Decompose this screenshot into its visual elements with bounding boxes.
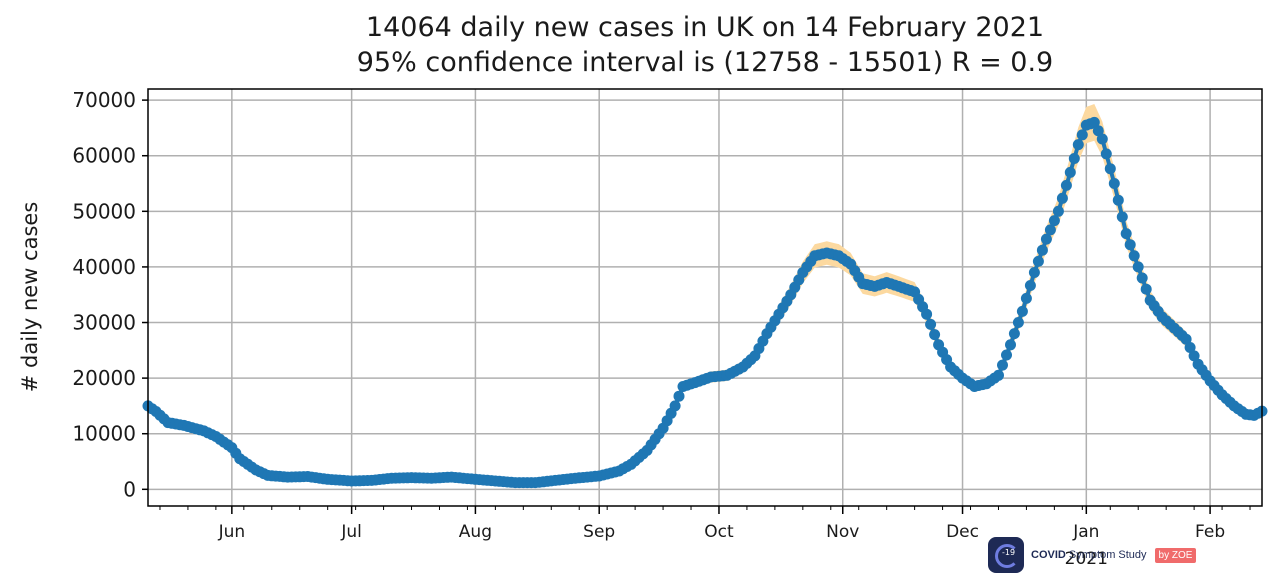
data-point — [997, 359, 1008, 371]
data-point — [1100, 148, 1112, 160]
data-point — [1044, 224, 1056, 236]
x-tick-label: Jun — [218, 522, 246, 542]
x-tick-label: Jul — [340, 522, 362, 542]
y-tick-label: 30000 — [72, 311, 136, 335]
plot-frame — [147, 88, 1263, 507]
x-tick-label: Sep — [583, 522, 615, 542]
data-point — [921, 308, 933, 320]
x-tick-label: Oct — [704, 522, 734, 542]
x-tick-label: Dec — [946, 522, 979, 542]
data-point — [929, 329, 941, 341]
x-tick-label: Aug — [459, 522, 492, 542]
data-point — [1005, 339, 1016, 351]
data-point — [1136, 272, 1148, 284]
data-point — [1068, 153, 1080, 164]
data-point — [1016, 305, 1028, 317]
y-tick-label: 60000 — [72, 144, 136, 168]
data-point — [1120, 228, 1132, 240]
data-point — [1012, 317, 1024, 328]
logo-text: COVID Symptom Study — [1031, 549, 1147, 561]
data-point — [1180, 333, 1192, 345]
chart-title-line2: 95% confidence interval is (12758 - 1550… — [356, 47, 1054, 78]
series-line — [146, 119, 1263, 485]
data-point — [1064, 166, 1076, 178]
x-tick-label: Jan — [1072, 522, 1099, 542]
data-point — [1008, 328, 1020, 340]
data-point — [1076, 129, 1088, 141]
data-point — [1040, 233, 1052, 245]
data-point — [1052, 205, 1064, 217]
logo-name: COVID — [1031, 549, 1066, 561]
data-point — [1108, 178, 1120, 189]
y-tick-label: 10000 — [72, 422, 136, 446]
covid-logo-icon: -19 — [988, 537, 1024, 573]
data-point — [1140, 283, 1152, 295]
data-point — [1184, 342, 1196, 353]
data-point — [1112, 194, 1124, 206]
y-tick-label: 70000 — [72, 88, 136, 112]
confidence-band — [148, 104, 1262, 483]
y-tick-label: 40000 — [72, 255, 136, 279]
x-tick-label: Feb — [1195, 522, 1225, 542]
y-tick-label: 0 — [123, 477, 136, 501]
covid-symptom-study-logo: -19 COVID Symptom Study by ZOE — [988, 536, 1197, 574]
y-tick-label: 50000 — [72, 199, 136, 223]
data-point — [1024, 280, 1036, 291]
data-point — [1020, 292, 1032, 304]
data-point — [925, 318, 937, 330]
data-point — [1001, 349, 1012, 361]
logo-badge-text: -19 — [1002, 548, 1016, 557]
data-point — [1092, 125, 1104, 137]
data-point — [1116, 211, 1128, 223]
data-point — [1048, 215, 1060, 227]
data-point — [669, 400, 681, 412]
data-point — [1132, 261, 1144, 273]
data-point — [1060, 179, 1072, 191]
logo-by-zoe: by ZOE — [1154, 547, 1197, 563]
data-point — [1188, 350, 1200, 362]
data-point — [993, 369, 1004, 381]
data-point — [1128, 250, 1140, 262]
logo-rest: Symptom Study — [1068, 549, 1147, 561]
data-point — [1032, 255, 1044, 267]
data-point — [1124, 239, 1136, 251]
data-point — [1104, 163, 1116, 175]
chart-title-line1: 14064 daily new cases in UK on 14 Februa… — [365, 12, 1045, 43]
data-point — [1072, 139, 1084, 151]
data-point — [1096, 133, 1108, 145]
data-point — [1036, 244, 1048, 256]
data-point — [1056, 192, 1068, 204]
y-tick-label: 20000 — [72, 366, 136, 390]
data-point — [1088, 116, 1100, 128]
x-tick-year-label: 2021 — [1065, 549, 1108, 569]
data-point — [1028, 267, 1040, 278]
data-point — [673, 390, 685, 402]
x-tick-label: Nov — [826, 522, 859, 542]
